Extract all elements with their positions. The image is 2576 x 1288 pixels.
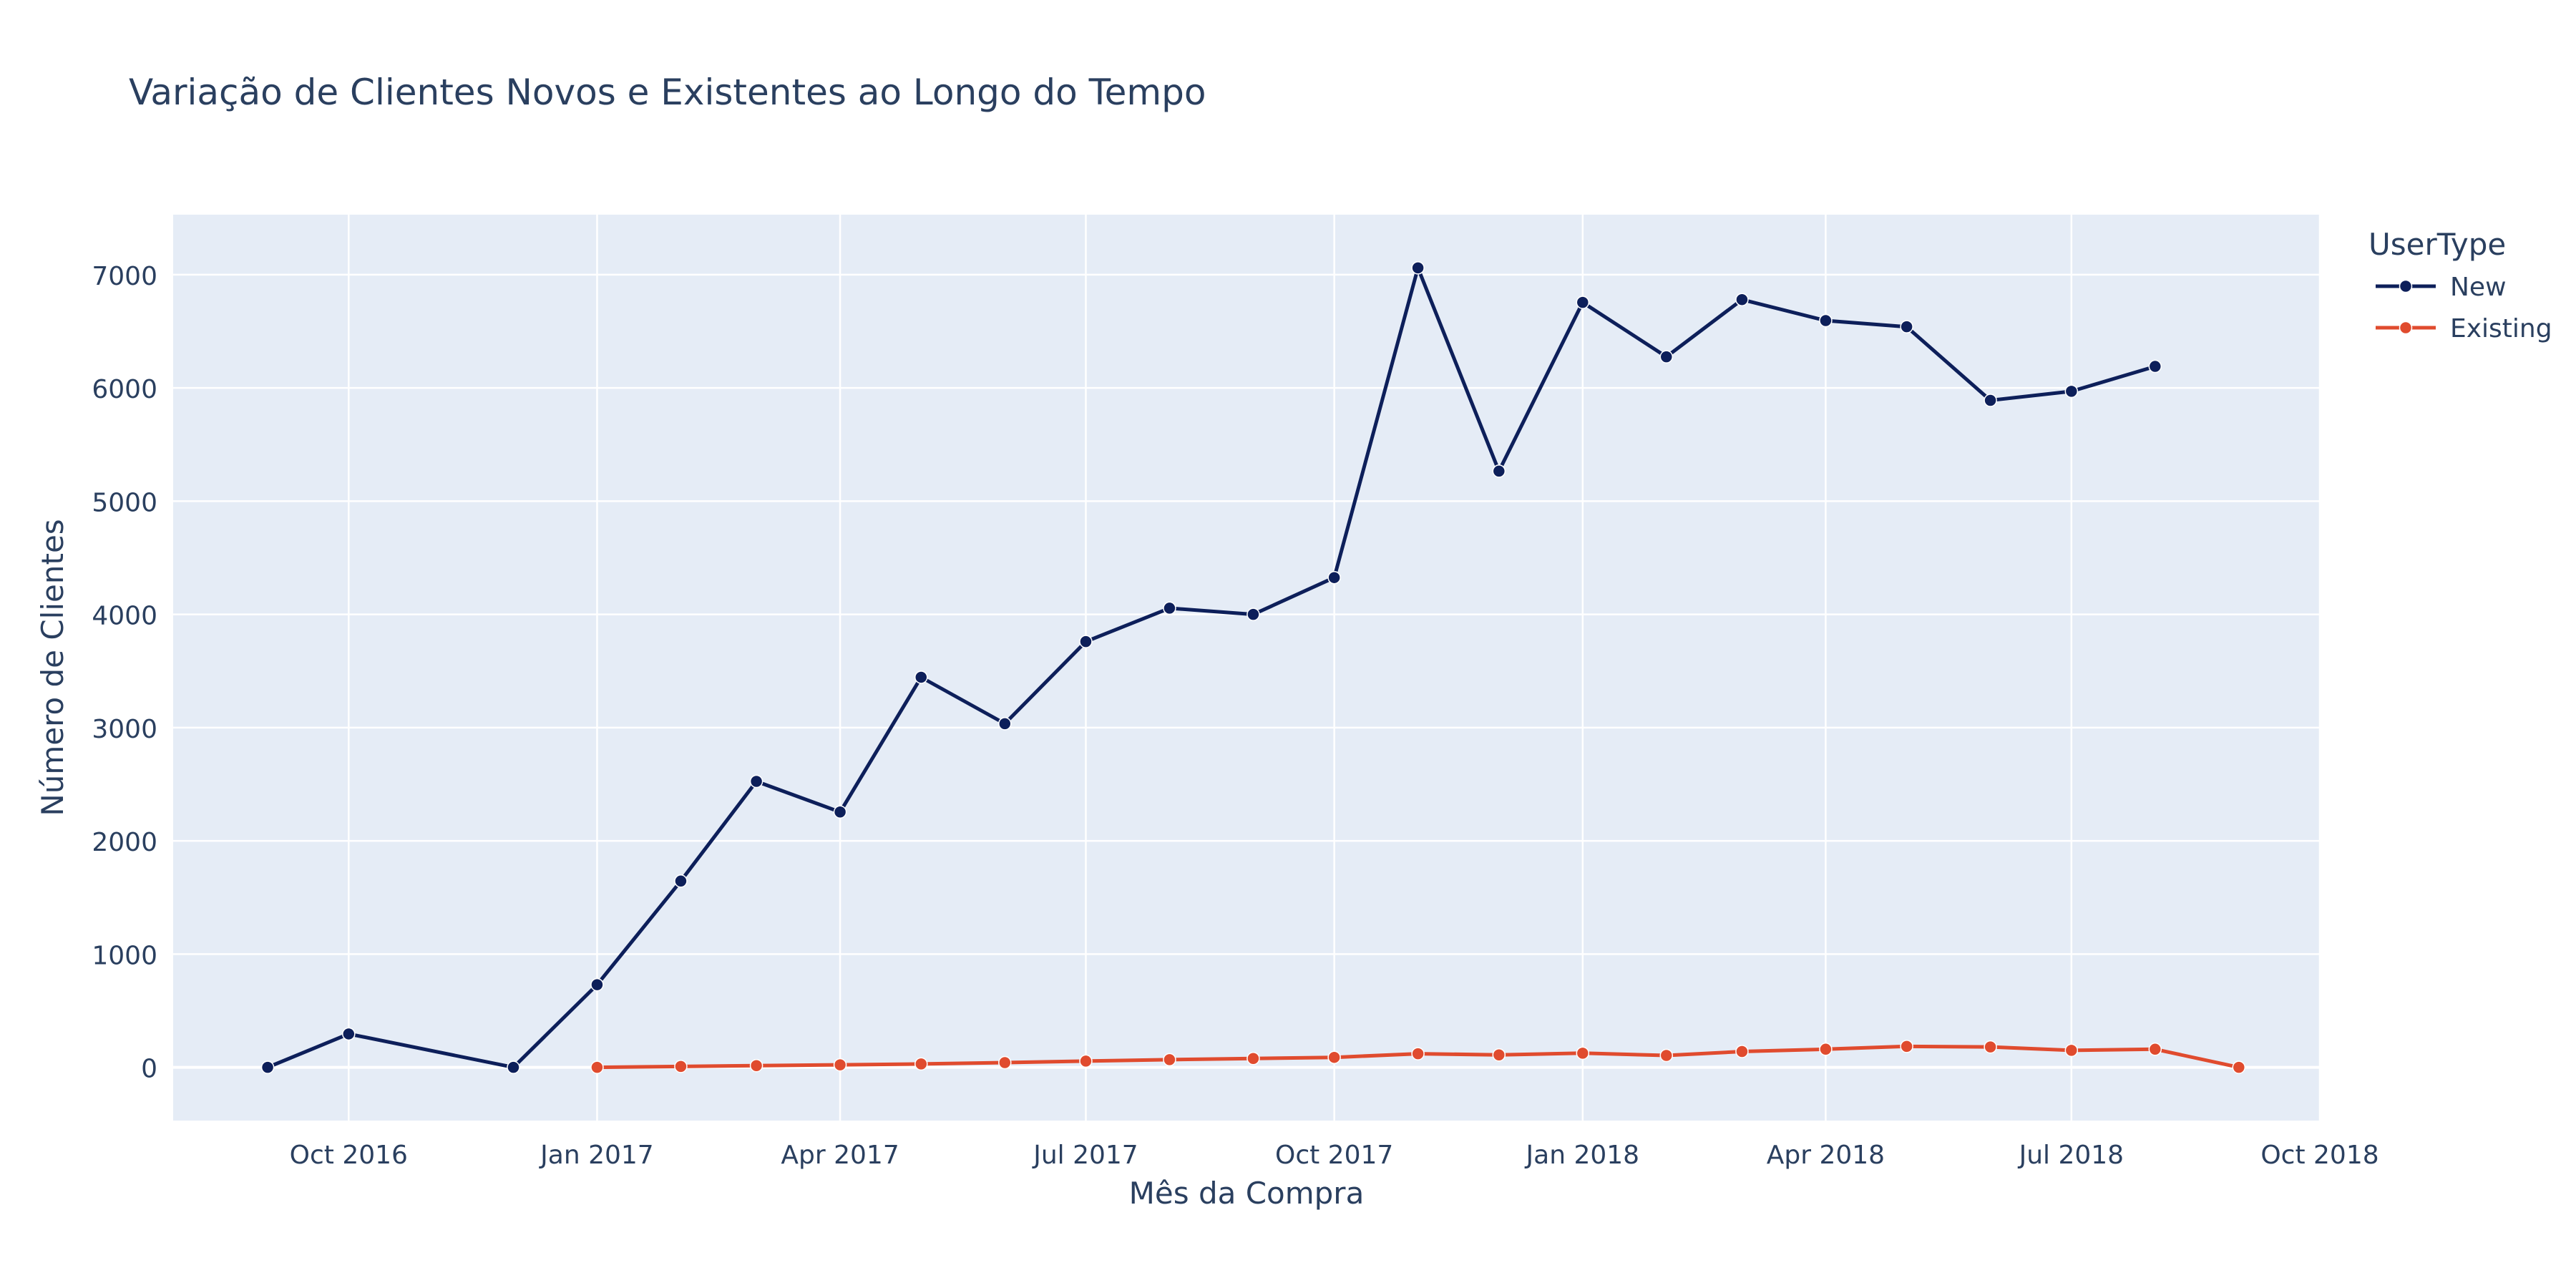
data-point-existing xyxy=(590,1060,604,1074)
data-point-new xyxy=(507,1060,520,1074)
data-point-new xyxy=(1163,601,1176,615)
x-tick-label: Apr 2017 xyxy=(781,1141,899,1170)
data-point-new xyxy=(749,774,763,789)
y-tick-label: 3000 xyxy=(92,715,157,744)
x-tick-label: Oct 2018 xyxy=(2260,1141,2379,1170)
grid-layer xyxy=(173,215,2321,1121)
data-point-new xyxy=(1246,608,1260,621)
data-point-existing xyxy=(1246,1052,1260,1065)
data-point-new xyxy=(1819,313,1833,328)
data-point-existing xyxy=(914,1057,928,1071)
data-point-new xyxy=(833,805,847,819)
data-point-existing xyxy=(2148,1043,2162,1056)
data-point-existing xyxy=(1492,1048,1506,1062)
data-point-new xyxy=(1492,464,1506,478)
x-tick-label: Apr 2018 xyxy=(1767,1141,1885,1170)
legend-label-new: New xyxy=(2450,273,2507,302)
y-tick-label: 2000 xyxy=(92,828,157,857)
x-axis-title: Mês da Compra xyxy=(1129,1176,1365,1211)
y-tick-label: 0 xyxy=(141,1055,157,1084)
data-point-new xyxy=(1411,261,1425,275)
data-point-existing xyxy=(998,1055,1012,1070)
data-point-existing xyxy=(2232,1060,2246,1074)
x-tick-label: Jul 2018 xyxy=(2018,1141,2124,1170)
data-point-existing xyxy=(1984,1040,1997,1054)
legend-label-existing: Existing xyxy=(2450,314,2552,343)
data-point-existing xyxy=(1163,1053,1176,1067)
data-point-new xyxy=(590,977,604,992)
data-point-new xyxy=(1900,320,1913,333)
data-point-existing xyxy=(1411,1047,1425,1060)
x-tick-label: Jan 2017 xyxy=(539,1141,654,1170)
data-point-new xyxy=(1735,293,1749,306)
data-point-new xyxy=(1984,394,1997,407)
data-point-existing xyxy=(1900,1040,1913,1053)
x-tick-label: Jan 2018 xyxy=(1525,1141,1640,1170)
data-point-existing xyxy=(2064,1043,2079,1058)
data-point-new xyxy=(674,874,688,888)
data-point-existing xyxy=(1659,1048,1674,1063)
y-tick-label: 1000 xyxy=(92,941,157,970)
tick-layer: 0 1000 2000 3000 4000 5000 6000 7000 Oct 2016 Jan… xyxy=(92,262,2379,1170)
data-point-new xyxy=(1576,296,1590,309)
legend-marker-new xyxy=(2399,279,2413,293)
data-point-new xyxy=(2064,384,2079,399)
data-point-existing xyxy=(674,1060,688,1073)
data-point-new xyxy=(1659,350,1674,364)
data-point-existing xyxy=(833,1058,847,1072)
legend-marker-existing xyxy=(2399,321,2413,335)
series-layer xyxy=(260,261,2246,1074)
legend: UserType New Existing xyxy=(2368,227,2552,343)
y-tick-label: 4000 xyxy=(92,602,157,631)
y-axis-title: Número de Clientes xyxy=(35,519,70,816)
chart-title: Variação de Clientes Novos e Existentes … xyxy=(129,72,1206,113)
y-tick-label: 6000 xyxy=(92,375,157,404)
y-tick-label: 7000 xyxy=(92,262,157,291)
data-point-existing xyxy=(1327,1050,1341,1064)
data-point-existing xyxy=(1819,1043,1833,1056)
y-tick-label: 5000 xyxy=(92,488,157,517)
x-tick-label: Oct 2017 xyxy=(1275,1141,1393,1170)
data-point-new xyxy=(260,1060,275,1074)
x-tick-label: Oct 2016 xyxy=(290,1141,408,1170)
data-point-existing xyxy=(1735,1045,1749,1058)
data-point-existing xyxy=(749,1058,763,1073)
data-point-new xyxy=(342,1027,356,1041)
data-point-new xyxy=(2148,359,2162,374)
data-point-new xyxy=(998,717,1012,731)
x-tick-label: Jul 2017 xyxy=(1032,1141,1138,1170)
data-point-existing xyxy=(1079,1054,1093,1068)
data-point-new xyxy=(914,670,928,684)
data-point-existing xyxy=(1576,1046,1590,1060)
data-point-new xyxy=(1079,635,1093,648)
data-point-new xyxy=(1327,570,1341,585)
legend-title: UserType xyxy=(2368,227,2506,262)
plot-area xyxy=(173,215,2320,1121)
